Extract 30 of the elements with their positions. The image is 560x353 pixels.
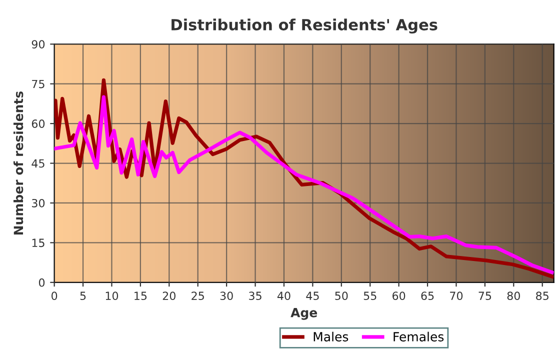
x-tick-label: 65 — [421, 292, 434, 300]
x-tick-label: 5 — [80, 292, 86, 300]
x-tick-label: 75 — [478, 292, 492, 300]
x-tick-label: 10 — [106, 292, 118, 300]
x-tick-label: 85 — [536, 292, 548, 300]
x-tick-label: 40 — [277, 292, 290, 300]
chart-title: Distribution of Residents' Ages — [172, 18, 438, 34]
x-tick-label: 80 — [507, 292, 520, 300]
x-tick-label: 20 — [162, 292, 176, 300]
y-axis-title: Number of residents — [14, 91, 24, 235]
legend-label: Males — [314, 332, 348, 342]
x-tick-label: 15 — [134, 292, 147, 300]
x-axis-title: Age — [290, 308, 318, 320]
y-tick-label: 75 — [32, 80, 44, 88]
y-tick-label: 30 — [32, 198, 45, 208]
legend-label: Females — [394, 332, 444, 342]
x-tick-label: 60 — [392, 292, 406, 300]
x-tick-label: 70 — [450, 292, 463, 300]
y-tick-label: 0 — [38, 278, 45, 287]
x-tick-label: 35 — [249, 292, 262, 300]
x-tick-label: 55 — [364, 292, 376, 300]
x-tick-label: 30 — [220, 292, 233, 300]
y-tick-label: 45 — [32, 159, 44, 168]
y-tick-label: 60 — [32, 120, 45, 128]
x-tick-label: 45 — [306, 292, 319, 300]
x-tick-label: 0 — [52, 292, 58, 300]
x-tick-label: 50 — [335, 292, 348, 300]
y-tick-label: 90 — [32, 40, 45, 49]
y-tick-label: 15 — [32, 238, 44, 248]
x-tick-label: 25 — [192, 292, 204, 300]
